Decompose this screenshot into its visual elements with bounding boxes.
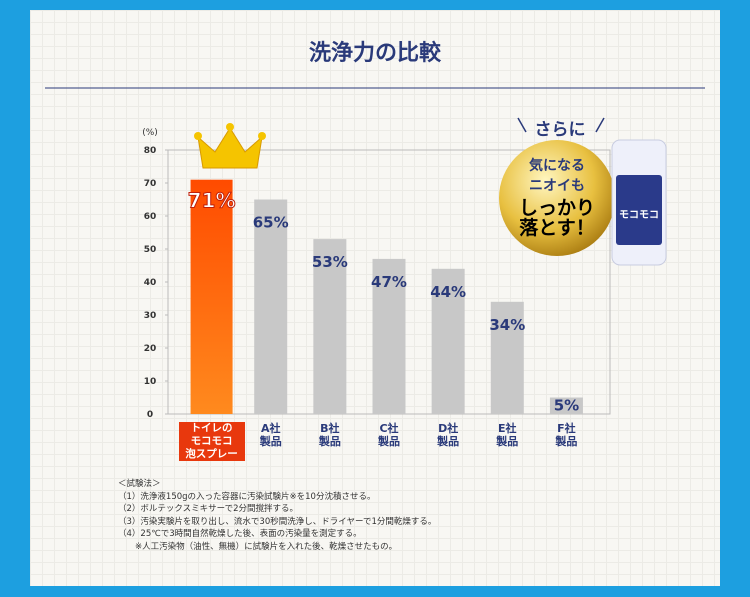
y-tick-label: 30 xyxy=(144,311,157,321)
y-tick-label: 70 xyxy=(144,179,157,189)
value-label: 5% xyxy=(554,397,579,415)
crown xyxy=(194,123,266,169)
value-label: 65% xyxy=(253,214,289,232)
badge-line: しっかり xyxy=(519,197,595,219)
bar xyxy=(431,268,465,414)
bar xyxy=(254,199,288,414)
x-tick-label: B社 製品 xyxy=(318,422,341,448)
y-tick-label: 80 xyxy=(144,146,157,156)
x-tick-label: F社 製品 xyxy=(555,422,578,448)
x-tick-label: E社 製品 xyxy=(496,422,519,448)
note-line: （2）ボルテックスミキサーで2分間撹拌する。 xyxy=(118,504,299,514)
badge-line: 気になる xyxy=(529,157,585,174)
bar xyxy=(490,301,524,414)
badge-line: 落とす！ xyxy=(519,216,594,239)
y-tick-label: 40 xyxy=(144,278,157,288)
note-line: （1）洗浄液150gの入った容器に汚染試験片※を10分沈積させる。 xyxy=(118,491,376,502)
y-tick-label: 60 xyxy=(144,212,157,222)
bar xyxy=(549,397,583,414)
product-label: モコモコ xyxy=(619,210,659,221)
badge-top: さらに xyxy=(535,120,586,140)
bar xyxy=(313,239,347,414)
y-tick-label: 10 xyxy=(144,377,157,387)
chart-title: 洗浄力の比較 xyxy=(309,40,442,66)
x-tick-label: トイレの モコモコ 泡スプレー xyxy=(178,422,245,461)
notes: ＜試験法＞ （1）洗浄液150gの入った容器に汚染試験片※を10分沈積させる。 （… xyxy=(118,478,436,553)
badge-line: ニオイも xyxy=(529,178,585,194)
x-tick-label: A社 製品 xyxy=(259,422,282,448)
note-line: （3）汚染実験片を取り出し、流水で30秒間洗浄し、ドライヤーで1分間乾燥する。 xyxy=(118,516,437,527)
note-line: ※人工汚染物（油性、無機）に試験片を入れた後、乾燥させたもの。 xyxy=(118,541,398,552)
bar xyxy=(372,258,406,414)
bar xyxy=(190,179,233,414)
note-line: （4）25℃で3時間自然乾燥した後、表面の汚染量を測定する。 xyxy=(118,529,362,539)
y-unit: (%) xyxy=(142,128,158,138)
value-label: 71% xyxy=(188,189,236,213)
value-label: 53% xyxy=(312,253,348,271)
y-tick-label: 50 xyxy=(144,245,157,255)
value-label: 44% xyxy=(430,283,466,301)
notes-heading: ＜試験法＞ xyxy=(118,479,161,489)
value-label: 34% xyxy=(489,316,525,334)
product-can: モコモコ xyxy=(611,139,667,266)
x-tick-label: C社 製品 xyxy=(378,422,400,448)
y-tick-label: 20 xyxy=(144,344,157,354)
y-tick-label: 0 xyxy=(147,410,153,420)
badge: さらに xyxy=(499,117,615,256)
x-tick-label: D社 製品 xyxy=(437,422,460,448)
value-label: 47% xyxy=(371,273,407,291)
